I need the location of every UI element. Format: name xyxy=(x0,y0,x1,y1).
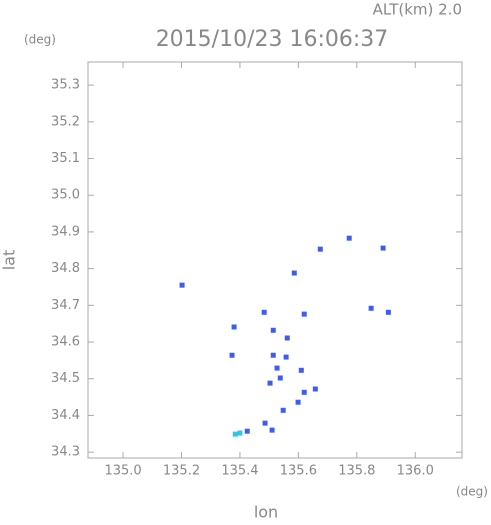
echo-point xyxy=(283,354,289,360)
echo-point xyxy=(295,399,301,405)
echo-point xyxy=(385,309,391,315)
plot-frame xyxy=(87,61,463,459)
echo-point xyxy=(267,380,273,386)
echo-point xyxy=(237,430,243,436)
x-axis-label: lon xyxy=(254,503,278,522)
echo-point xyxy=(274,365,280,371)
echo-point xyxy=(301,389,307,395)
y-tick-label: 34.6 xyxy=(51,335,80,350)
echo-point xyxy=(291,270,297,276)
echo-point xyxy=(380,245,386,251)
altitude-label: ALT(km) 2.0 xyxy=(373,1,462,19)
echo-point xyxy=(270,352,276,358)
echo-point xyxy=(277,375,283,381)
y-unit: (deg) xyxy=(24,33,56,47)
y-tick-label: 34.4 xyxy=(51,408,80,423)
echo-point xyxy=(269,427,275,433)
echo-point xyxy=(284,335,290,341)
echo-point xyxy=(229,352,235,358)
echo-point xyxy=(301,311,307,317)
x-tick-label: 135.4 xyxy=(221,464,258,479)
echo-point xyxy=(232,431,238,437)
echo-point xyxy=(261,309,267,315)
y-tick-label: 34.5 xyxy=(51,371,80,386)
x-tick-label: 135.0 xyxy=(104,464,141,479)
x-tick-label: 135.8 xyxy=(338,464,375,479)
y-tick-label: 35.3 xyxy=(51,78,80,93)
echo-point xyxy=(312,386,318,392)
echo-point xyxy=(368,305,374,311)
echo-point xyxy=(317,246,323,252)
y-tick-label: 35.2 xyxy=(51,114,80,129)
echo-point xyxy=(244,428,250,434)
y-tick-label: 34.8 xyxy=(51,261,80,276)
y-tick-label: 34.9 xyxy=(51,224,80,239)
echo-point xyxy=(179,282,185,288)
x-tick-label: 136.0 xyxy=(397,464,434,479)
y-tick-label: 35.1 xyxy=(51,151,80,166)
x-tick-label: 135.6 xyxy=(280,464,317,479)
chart-title: 2015/10/23 16:06:37 xyxy=(156,27,389,52)
echo-point xyxy=(280,407,286,413)
y-tick-label: 34.7 xyxy=(51,298,80,313)
echo-point xyxy=(231,324,237,330)
x-unit: (deg) xyxy=(456,485,488,499)
echo-point xyxy=(262,420,268,426)
echo-point xyxy=(346,235,352,241)
echo-point xyxy=(298,367,304,373)
echo-point xyxy=(270,327,276,333)
y-axis-label: lat xyxy=(0,250,19,271)
y-tick-label: 34.3 xyxy=(51,445,80,460)
x-tick-label: 135.2 xyxy=(163,464,200,479)
y-tick-label: 35.0 xyxy=(51,188,80,203)
